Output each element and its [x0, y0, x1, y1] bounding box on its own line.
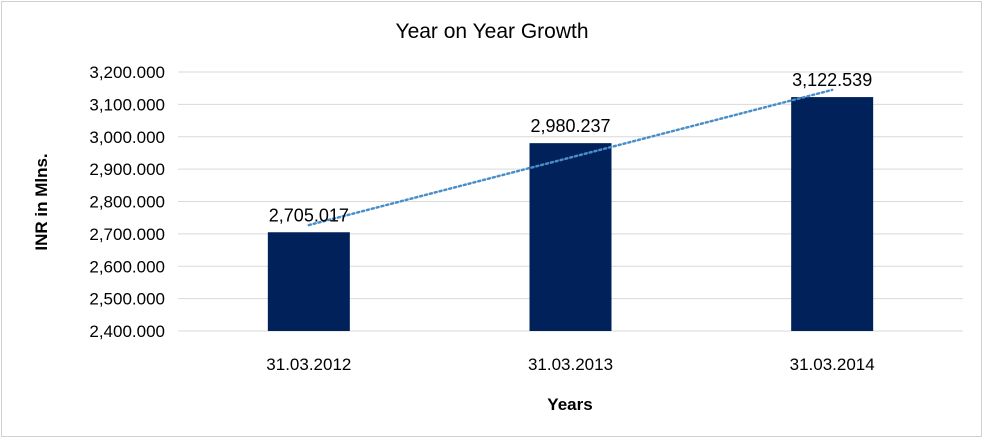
data-labels: 2,705.017 2,980.237 3,122.539	[269, 70, 872, 225]
y-axis-ticks: 2,400.000 2,500.000 2,600.000 2,700.000 2,80…	[89, 63, 165, 341]
bar	[529, 143, 612, 331]
x-tick-label: 31.03.2012	[266, 355, 351, 374]
data-label: 2,705.017	[269, 205, 349, 225]
chart-title: Year on Year Growth	[395, 20, 588, 43]
y-tick-label: 3,000.000	[89, 128, 165, 147]
x-tick-label: 31.03.2014	[790, 355, 875, 374]
y-tick-label: 2,600.000	[89, 257, 165, 276]
y-tick-label: 3,100.000	[89, 95, 165, 114]
trendline-line	[307, 88, 834, 227]
bars	[267, 97, 874, 331]
x-axis-label: Years	[547, 395, 592, 414]
y-tick-label: 2,700.000	[89, 225, 165, 244]
y-tick-label: 2,400.000	[89, 322, 165, 341]
bar	[791, 97, 874, 331]
y-tick-label: 2,900.000	[89, 160, 165, 179]
data-label: 2,980.237	[530, 116, 610, 136]
y-tick-label: 2,500.000	[89, 290, 165, 309]
bar	[267, 232, 350, 331]
x-axis-ticks: 31.03.2012 31.03.2013 31.03.2014	[266, 355, 874, 374]
y-tick-label: 3,200.000	[89, 63, 165, 82]
y-axis-label: INR in Mlns.	[32, 153, 51, 250]
trendline	[307, 88, 834, 227]
x-tick-label: 31.03.2013	[528, 355, 613, 374]
y-tick-label: 2,800.000	[89, 193, 165, 212]
data-label: 3,122.539	[792, 70, 872, 90]
